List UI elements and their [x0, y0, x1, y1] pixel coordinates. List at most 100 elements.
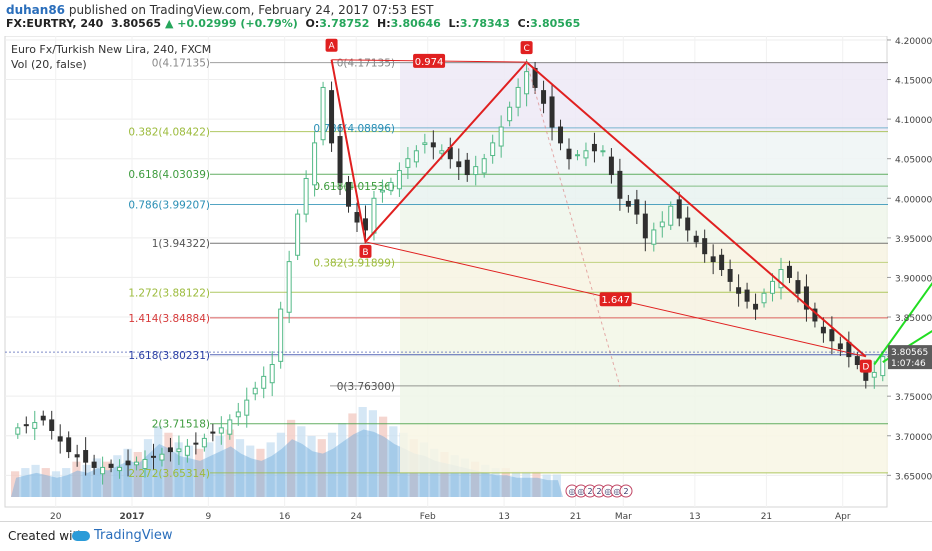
candle-body [693, 235, 699, 243]
y-tick-label: 4.05000 [895, 156, 932, 166]
candle-body [379, 189, 385, 193]
candle-body [685, 217, 691, 231]
fib-level-label: 1.272(3.88122) [128, 287, 210, 299]
cd-extension-line [526, 61, 621, 387]
candle-body [642, 213, 648, 239]
fib-zone [400, 174, 888, 205]
fib-level-label: 2(3.71518) [152, 419, 210, 431]
fib-retrace-label: 0.618(4.01536) [313, 181, 395, 193]
candle-body [744, 289, 750, 302]
event-label: ◎ [569, 487, 576, 496]
candle-body [668, 205, 674, 226]
candle-body [295, 213, 301, 256]
ratio-ac-label: 0.974 [415, 57, 444, 68]
volume-bar [522, 471, 531, 497]
candle-body [507, 106, 513, 122]
candle-body [134, 461, 140, 466]
volume-bar [235, 439, 245, 497]
tradingview-link[interactable]: TradingView [72, 528, 173, 543]
event-icon[interactable] [619, 484, 633, 498]
axes: 4.20000 4.15000 4.10000 4.05000 4.00000 3.950… [5, 37, 932, 521]
candle-body [676, 199, 682, 219]
volume-ma-area [11, 429, 563, 497]
ratio-ac-badge [413, 53, 446, 68]
candle-body [770, 280, 776, 294]
candle-body [829, 329, 835, 342]
volume-bar [195, 448, 204, 497]
candle-body [66, 437, 72, 453]
candle-body [880, 356, 886, 377]
volume-bar [21, 468, 30, 497]
volume-bar [440, 452, 449, 497]
candle-body [786, 265, 792, 278]
volume-bar [72, 461, 81, 497]
up-arrow-icon: ▲ [164, 17, 174, 30]
tradingview-logo-icon [72, 530, 90, 541]
candle-body [608, 156, 614, 176]
candle-body [396, 170, 402, 190]
author-link[interactable]: duhan86 [6, 3, 66, 17]
y-tick-label: 3.75000 [895, 393, 932, 403]
volume-bar [225, 429, 234, 497]
candle-body [388, 181, 394, 191]
candle-body [91, 461, 97, 468]
volume-bar [460, 458, 469, 497]
candle-body [515, 86, 521, 108]
volume-bar [92, 458, 101, 497]
candle-body [261, 375, 267, 389]
candle-body [702, 238, 708, 255]
candle-body [549, 96, 555, 128]
candle-body [473, 166, 479, 176]
projection-arrows[interactable] [873, 186, 932, 366]
candle-body [100, 466, 106, 475]
volume-bar [62, 468, 71, 497]
event-label: 2 [623, 487, 628, 496]
candle-body [413, 150, 419, 163]
y-tick-label: 3.90000 [895, 274, 932, 284]
candle-body [337, 136, 343, 183]
projection-arrow-line[interactable] [882, 186, 932, 363]
open-value: 3.78752 [319, 17, 370, 30]
publish-info: published on TradingView.com, February 2… [65, 3, 434, 17]
fib-level-label: 2.272(3.65314) [128, 468, 210, 480]
candle-body [32, 422, 38, 429]
fib-level-label: 0(4.17135) [152, 58, 210, 70]
abcd-pattern[interactable]: A B C D 0.974 1.647 [325, 38, 872, 387]
volume-bar [542, 474, 551, 497]
volume-bar [246, 445, 255, 497]
volume-bar [133, 452, 142, 497]
volume-indicator-label: Vol (20, false) [11, 58, 87, 71]
fib-level-label: 1.414(3.84884) [128, 313, 210, 325]
high-value: 3.80646 [390, 17, 441, 30]
candle-body [371, 197, 377, 234]
candle-body [803, 286, 809, 310]
tradingview-brand: TradingView [94, 528, 173, 543]
candle-body [736, 287, 742, 294]
candle-body [210, 431, 216, 434]
volume-bar [450, 455, 459, 497]
volume-bar [358, 407, 367, 497]
pattern-point-marker [325, 38, 338, 52]
x-tick-label: 16 [279, 512, 291, 521]
candle-body [795, 280, 801, 294]
candle-body [710, 256, 716, 263]
fib-level-label: 0.382(4.08422) [128, 127, 210, 139]
volume-bar [501, 468, 510, 497]
fib-level-label: 0.618(4.03039) [128, 169, 210, 181]
candle-body [617, 170, 623, 199]
candle-body [405, 158, 411, 168]
abcd-legs[interactable] [330, 59, 867, 358]
candle-body [108, 463, 114, 468]
candle-body [40, 415, 46, 421]
candle-body [481, 158, 487, 174]
candle-body [566, 148, 572, 160]
candle-body [57, 436, 63, 442]
low-label: L: [448, 17, 460, 30]
candle-body [362, 218, 368, 231]
fibonacci-levels: 0(4.17135) 0.382(4.08422) 0.618(4.03039) 0.… [128, 58, 888, 480]
last-price-badge [888, 345, 932, 370]
y-tick-label: 3.70000 [895, 433, 932, 443]
price-chart[interactable]: 0(4.17135) 0.382(4.08422) 0.618(4.03039) 0.… [0, 36, 932, 521]
candle-body [193, 442, 199, 445]
projection-arrow-line[interactable] [873, 258, 932, 366]
